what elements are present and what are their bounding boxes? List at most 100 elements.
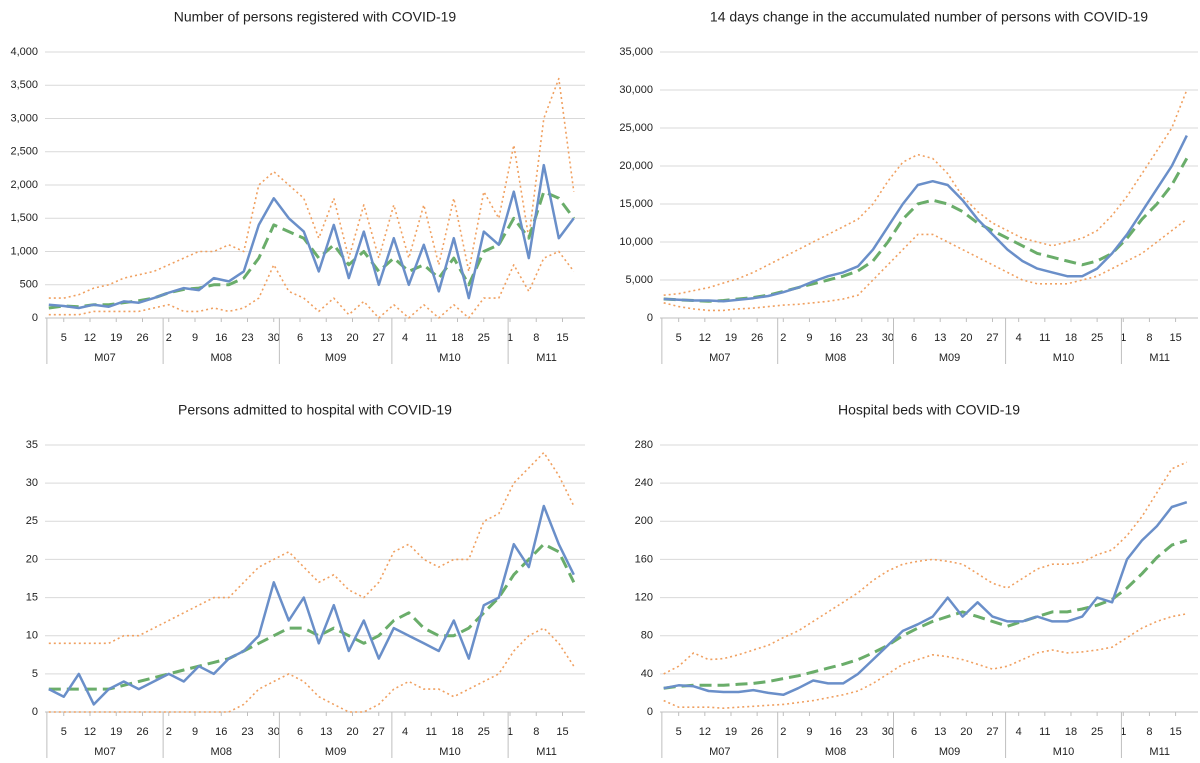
x-tick-label: 25 bbox=[478, 726, 490, 738]
y-tick-label: 500 bbox=[20, 279, 38, 291]
x-tick-label: 2 bbox=[166, 332, 172, 344]
series-line bbox=[663, 461, 1188, 675]
month-label: M07 bbox=[709, 746, 730, 758]
series-line bbox=[48, 627, 575, 713]
x-tick-label: 2 bbox=[780, 332, 786, 344]
x-tick-label: 15 bbox=[556, 726, 568, 738]
y-tick-label: 30 bbox=[26, 477, 38, 489]
series-line bbox=[663, 135, 1188, 303]
x-tick-label: 15 bbox=[1169, 332, 1181, 344]
x-tick-label: 4 bbox=[402, 332, 408, 344]
x-tick-label: 20 bbox=[960, 332, 972, 344]
x-tick-label: 16 bbox=[829, 332, 841, 344]
x-tick-label: 9 bbox=[192, 726, 198, 738]
x-tick-label: 15 bbox=[556, 332, 568, 344]
series-line bbox=[663, 89, 1188, 296]
x-tick-label: 19 bbox=[725, 332, 737, 344]
x-tick-label: 16 bbox=[829, 726, 841, 738]
month-label: M11 bbox=[536, 746, 557, 758]
chart-title: 14 days change in the accumulated number… bbox=[710, 9, 1148, 25]
x-tick-label: 4 bbox=[1016, 332, 1022, 344]
x-tick-label: 6 bbox=[297, 726, 303, 738]
x-tick-label: 30 bbox=[882, 332, 894, 344]
x-tick-label: 26 bbox=[136, 332, 148, 344]
series-line bbox=[48, 451, 575, 645]
x-tick-label: 11 bbox=[426, 332, 437, 344]
month-label: M10 bbox=[439, 352, 460, 364]
series-line bbox=[48, 77, 575, 299]
x-tick-label: 8 bbox=[533, 332, 539, 344]
x-tick-label: 6 bbox=[911, 332, 917, 344]
x-tick-label: 16 bbox=[215, 332, 227, 344]
month-label: M10 bbox=[439, 746, 460, 758]
y-tick-label: 0 bbox=[647, 706, 653, 718]
y-tick-label: 200 bbox=[635, 515, 653, 527]
series-line bbox=[48, 504, 575, 706]
x-tick-label: 6 bbox=[911, 726, 917, 738]
x-tick-label: 18 bbox=[1065, 726, 1077, 738]
x-tick-label: 11 bbox=[426, 726, 437, 738]
y-tick-label: 280 bbox=[635, 439, 653, 451]
x-tick-label: 12 bbox=[84, 332, 96, 344]
x-tick-label: 13 bbox=[320, 726, 332, 738]
y-tick-label: 0 bbox=[32, 312, 38, 324]
series-line bbox=[48, 163, 575, 310]
x-tick-label: 2 bbox=[780, 726, 786, 738]
month-label: M07 bbox=[94, 746, 115, 758]
y-tick-label: 1,000 bbox=[10, 245, 38, 257]
y-tick-label: 0 bbox=[32, 706, 38, 718]
month-label: M09 bbox=[325, 352, 346, 364]
y-tick-label: 240 bbox=[635, 477, 653, 489]
y-tick-label: 25,000 bbox=[619, 122, 653, 134]
month-label: M11 bbox=[1149, 746, 1170, 758]
y-tick-label: 3,000 bbox=[10, 112, 38, 124]
x-tick-label: 1 bbox=[507, 332, 513, 344]
series-line bbox=[663, 613, 1187, 709]
x-tick-label: 15 bbox=[1169, 726, 1181, 738]
y-tick-label: 5,000 bbox=[625, 274, 653, 286]
y-tick-label: 20 bbox=[26, 553, 38, 565]
y-tick-label: 2,000 bbox=[10, 179, 38, 191]
y-tick-label: 2,500 bbox=[10, 146, 38, 158]
y-tick-label: 30,000 bbox=[619, 84, 653, 96]
month-label: M11 bbox=[1149, 352, 1170, 364]
x-tick-label: 12 bbox=[699, 332, 711, 344]
x-tick-label: 12 bbox=[699, 726, 711, 738]
series-line bbox=[48, 250, 575, 319]
series-line bbox=[48, 190, 575, 310]
month-label: M09 bbox=[325, 746, 346, 758]
x-tick-label: 11 bbox=[1039, 726, 1050, 738]
x-tick-label: 5 bbox=[61, 726, 67, 738]
month-label: M10 bbox=[1053, 746, 1074, 758]
y-tick-label: 4,000 bbox=[10, 46, 38, 58]
y-tick-label: 25 bbox=[26, 515, 38, 527]
y-tick-label: 20,000 bbox=[619, 160, 653, 172]
x-tick-label: 9 bbox=[192, 332, 198, 344]
x-tick-label: 12 bbox=[84, 726, 96, 738]
y-tick-label: 15 bbox=[26, 591, 38, 603]
x-tick-label: 6 bbox=[297, 332, 303, 344]
y-tick-label: 10,000 bbox=[619, 236, 653, 248]
y-tick-label: 15,000 bbox=[619, 198, 653, 210]
series-line bbox=[48, 542, 576, 691]
x-tick-label: 9 bbox=[806, 726, 812, 738]
x-tick-label: 2 bbox=[166, 726, 172, 738]
y-tick-label: 10 bbox=[26, 630, 38, 642]
x-tick-label: 23 bbox=[856, 332, 868, 344]
series-line bbox=[663, 501, 1188, 697]
y-tick-label: 35 bbox=[26, 439, 38, 451]
month-label: M08 bbox=[825, 352, 846, 364]
x-tick-label: 27 bbox=[373, 726, 385, 738]
y-tick-label: 0 bbox=[647, 312, 653, 324]
series-line bbox=[663, 218, 1188, 312]
y-tick-label: 1,500 bbox=[10, 212, 38, 224]
chart-title: Persons admitted to hospital with COVID-… bbox=[178, 402, 452, 418]
month-label: M11 bbox=[536, 352, 557, 364]
month-label: M07 bbox=[94, 352, 115, 364]
x-tick-label: 5 bbox=[676, 332, 682, 344]
series-line bbox=[663, 157, 1189, 303]
x-tick-label: 26 bbox=[751, 726, 763, 738]
x-tick-label: 20 bbox=[960, 726, 972, 738]
x-tick-label: 25 bbox=[478, 332, 490, 344]
